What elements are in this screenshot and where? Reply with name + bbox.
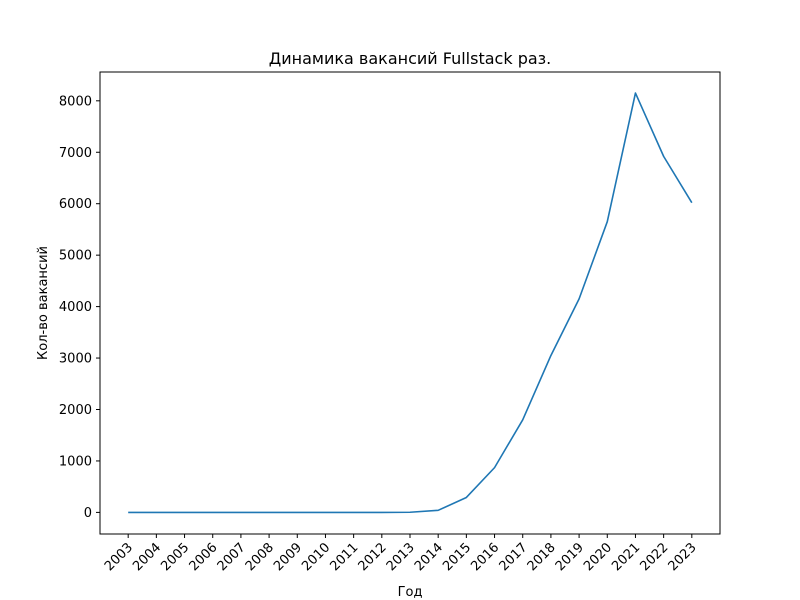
- x-tick-label: 2011: [327, 540, 361, 574]
- x-tick-label: 2016: [468, 540, 502, 574]
- chart-title: Динамика вакансий Fullstack раз.: [269, 49, 552, 68]
- x-tick-label: 2008: [243, 540, 277, 574]
- y-axis: 0 1000 2000 3000 4000 5000 6000 7000 8000: [59, 94, 100, 521]
- y-tick-label: 6000: [59, 197, 92, 212]
- x-tick-label: 2023: [666, 540, 700, 574]
- x-tick-label: 2010: [299, 540, 333, 574]
- y-tick-label: 3000: [59, 352, 92, 367]
- x-tick-label: 2006: [187, 540, 221, 574]
- x-tick-label: 2022: [637, 540, 671, 574]
- plot-series: [128, 92, 693, 514]
- x-tick-label: 2021: [609, 540, 643, 574]
- x-tick-label: 2009: [271, 540, 305, 574]
- x-axis-label: Год: [398, 585, 423, 600]
- y-tick-label: 2000: [59, 403, 92, 418]
- x-tick-label: 2018: [525, 540, 559, 574]
- y-tick-label: 5000: [59, 249, 92, 264]
- y-tick-label: 7000: [59, 146, 92, 161]
- y-tick-label: 4000: [59, 300, 92, 315]
- series-line: [128, 92, 693, 514]
- x-tick-label: 2020: [581, 540, 615, 574]
- x-tick-label: 2012: [356, 540, 390, 574]
- x-tick-label: 2013: [384, 540, 418, 574]
- x-tick-label: 2004: [130, 540, 164, 574]
- x-tick-label: 2019: [553, 540, 587, 574]
- y-axis-label: Кол-во вакансий: [36, 246, 51, 360]
- y-tick-label: 8000: [59, 94, 92, 109]
- x-tick-label: 2017: [497, 540, 531, 574]
- y-tick-label: 1000: [59, 454, 92, 469]
- x-tick-label: 2014: [412, 540, 446, 574]
- x-axis: 2003200420052006200720082009201020112012…: [102, 534, 700, 574]
- plot-frame: [99, 71, 721, 535]
- x-tick-label: 2015: [440, 540, 474, 574]
- x-tick-label: 2003: [102, 540, 136, 574]
- x-tick-label: 2005: [158, 540, 192, 574]
- x-tick-label: 2007: [215, 540, 249, 574]
- y-tick-label: 0: [84, 506, 92, 521]
